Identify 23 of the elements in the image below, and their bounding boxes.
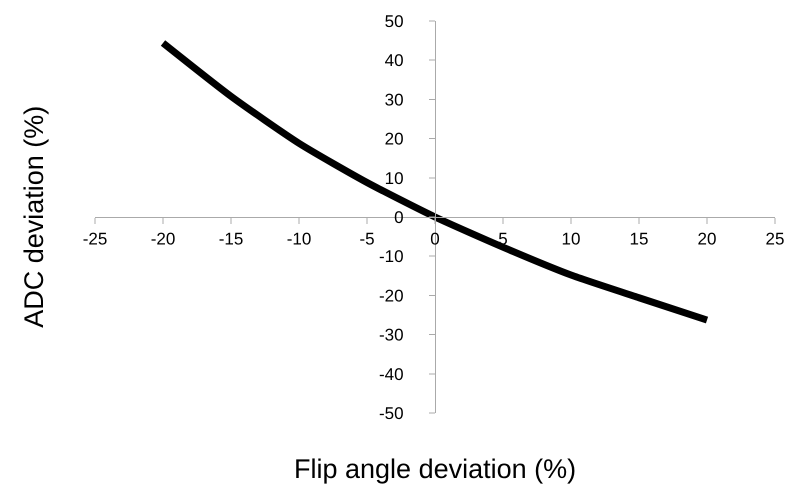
x-tick-label: 0: [430, 229, 440, 248]
y-tick-label: 40: [384, 51, 404, 70]
y-tick-label: 50: [384, 12, 404, 31]
x-tick-label: -15: [218, 229, 244, 248]
y-tick-label: -40: [379, 364, 404, 384]
x-axis-title: Flip angle deviation (%): [294, 454, 576, 484]
y-tick-label: 10: [384, 168, 404, 188]
x-tick-label: 20: [698, 229, 716, 248]
y-tick-label: -50: [379, 404, 404, 423]
y-tick-label: 30: [384, 90, 404, 110]
x-tick-label: -10: [286, 229, 312, 248]
y-tick-label: 0: [394, 208, 404, 227]
y-tick-label: -20: [379, 286, 404, 306]
x-tick-label: 10: [562, 229, 580, 248]
x-tick-label: 15: [630, 229, 648, 248]
x-tick-label: -20: [150, 229, 176, 248]
y-tick-label: -30: [379, 326, 404, 345]
x-tick-label: 25: [766, 229, 784, 248]
x-tick-label: -5: [359, 229, 375, 248]
y-axis-title: ADC deviation (%): [18, 106, 49, 328]
y-tick-label: -10: [379, 247, 404, 266]
x-tick-label: -25: [82, 229, 108, 248]
y-tick-label: 20: [384, 130, 404, 149]
